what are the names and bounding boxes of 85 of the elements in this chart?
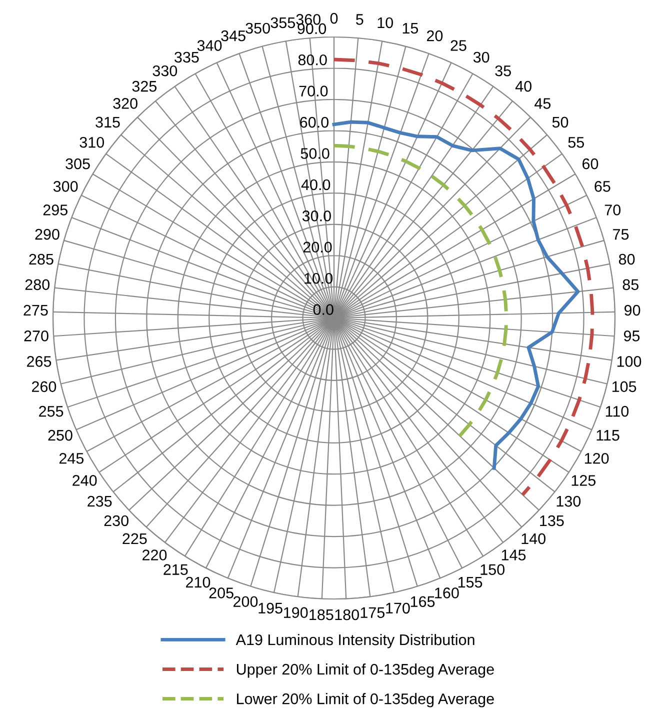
spoke-label: 320 [113, 98, 138, 109]
spoke-label: 200 [233, 596, 258, 608]
y-tick-label: 10.0 [304, 272, 333, 284]
spoke-label: 80 [618, 254, 635, 265]
spoke-label: 10 [378, 17, 394, 28]
spoke-label: 65 [594, 181, 610, 192]
spoke-label: 35 [495, 65, 511, 76]
spoke-label: 15 [402, 22, 418, 34]
spoke-label: 210 [186, 576, 210, 588]
spoke-label: 245 [59, 452, 84, 464]
spoke-label: 305 [66, 158, 90, 170]
spoke-label: 275 [24, 304, 48, 316]
spoke-label: 300 [53, 181, 78, 192]
spoke-label: 30 [473, 52, 490, 63]
spoke-label: 350 [246, 22, 270, 34]
spoke-label: 45 [534, 98, 551, 109]
spoke-label: 335 [174, 52, 199, 63]
spoke-label: 205 [209, 588, 234, 598]
spoke-label: 180 [335, 609, 359, 620]
spoke-label: 55 [568, 137, 584, 148]
spoke-label: 185 [310, 609, 334, 620]
spoke-label: 125 [572, 475, 596, 486]
spoke-label: 215 [164, 564, 188, 575]
y-tick-label: 20.0 [303, 242, 332, 253]
spoke-label: 85 [622, 279, 638, 290]
y-tick-label: 50.0 [300, 148, 330, 159]
y-tick-label: 80.0 [298, 54, 327, 66]
spoke-label: 60 [582, 158, 598, 170]
spoke-label: 240 [72, 475, 97, 486]
spoke-label: 170 [386, 602, 410, 614]
spoke-label: 160 [435, 588, 459, 598]
spoke-label: 295 [43, 204, 68, 216]
spoke-label: 285 [29, 254, 54, 265]
spoke-label: 50 [552, 116, 568, 128]
spoke-label: 230 [104, 515, 128, 526]
spoke-label: 310 [80, 136, 104, 148]
spoke-label: 155 [458, 576, 482, 588]
spoke-label: 130 [556, 496, 581, 507]
spoke-label: 225 [122, 533, 147, 544]
spoke-label: 265 [27, 356, 52, 367]
spoke-label: 150 [480, 564, 504, 575]
spoke-label: 330 [152, 65, 178, 76]
y-tick-label: 60.0 [300, 116, 328, 128]
spoke-label: 90 [624, 304, 640, 316]
spoke-label: 260 [32, 381, 56, 392]
spoke-label: 270 [24, 330, 48, 342]
spoke-label: 325 [132, 80, 157, 92]
spoke-label: 345 [221, 30, 246, 42]
spoke-label: 235 [88, 496, 112, 507]
y-tick-label: 40.0 [301, 179, 330, 190]
spoke-label: 220 [142, 550, 167, 560]
spoke-label: 355 [270, 17, 295, 28]
spoke-label: 25 [450, 40, 466, 51]
spoke-label: 75 [613, 229, 629, 240]
spoke-label: 340 [197, 40, 222, 51]
spoke-label: 110 [606, 406, 629, 417]
spoke-label: 315 [96, 116, 120, 128]
spoke-label: 105 [612, 381, 636, 392]
spoke-label: 100 [617, 356, 642, 367]
spoke-label: 70 [604, 204, 621, 216]
spoke-label: 95 [624, 330, 640, 342]
spoke-label: 360 [296, 14, 320, 25]
spoke-label: 0 [330, 12, 338, 24]
spoke-label: 165 [410, 596, 435, 608]
spoke-label: 280 [25, 279, 50, 290]
spoke-label: 250 [48, 430, 72, 441]
spoke-label: 135 [540, 515, 564, 526]
legend-label: Upper 20% Limit of 0-135deg Average [236, 663, 494, 678]
y-tick-label: 90.0 [298, 23, 326, 34]
spoke-label: 20 [426, 30, 443, 42]
spoke-label: 40 [515, 80, 532, 92]
spoke-label: 115 [596, 430, 620, 441]
spoke-label: 195 [258, 602, 282, 614]
spoke-label: 255 [39, 406, 64, 417]
y-tick-label: 70.0 [299, 86, 328, 96]
spoke-label: 290 [35, 228, 60, 240]
spoke-label: 120 [584, 452, 609, 464]
legend-label: A19 Luminous Intensity Distribution [236, 634, 474, 648]
spoke-label: 140 [522, 533, 546, 544]
spoke-label: 5 [356, 14, 364, 25]
spoke-label: 175 [360, 607, 385, 618]
y-tick-label: 30.0 [302, 210, 331, 222]
legend-label: Lower 20% Limit of 0-135deg Average [237, 693, 494, 708]
spoke-label: 145 [502, 550, 526, 560]
spoke-label: 190 [284, 607, 308, 618]
